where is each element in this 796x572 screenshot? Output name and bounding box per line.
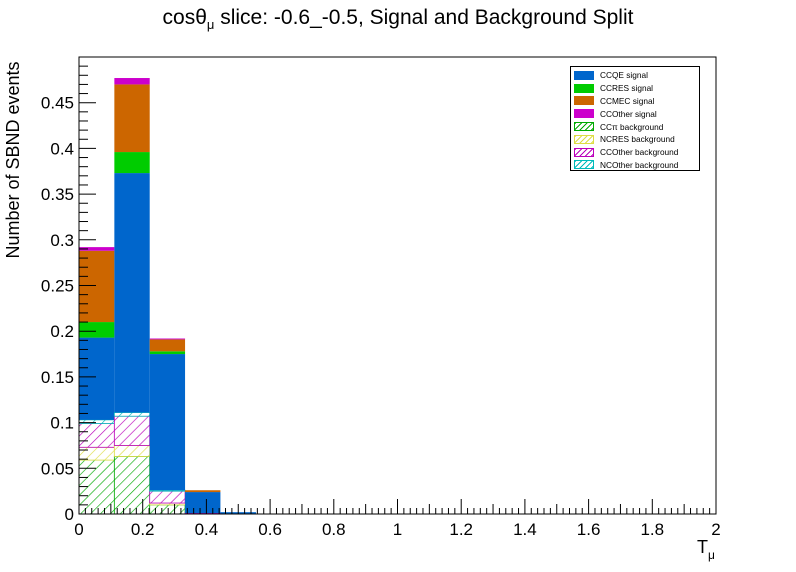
legend-label: NCRES background [600,134,675,145]
y-tick-label: 0.3 [50,231,74,250]
bar-ccother-signal-bin-2 [149,338,186,340]
chart-title: cosθμ slice: -0.6_-0.5, Signal and Backg… [162,6,634,33]
legend-swatch [574,122,594,132]
x-tick-label: 0 [74,520,83,539]
legend-label: CCMEC signal [600,95,655,106]
legend-label: NCOther background [600,159,679,170]
x-tick-label: 0.2 [131,520,155,539]
y-tick-label: 0.45 [41,94,74,113]
legend-swatch [574,160,594,170]
legend-label: CCOther signal [600,108,657,119]
x-tick-label: 0.6 [258,520,282,539]
y-tick-label: 0.25 [41,277,74,296]
bar-cc-background-bin-1 [113,456,151,515]
legend-label: CCOther background [600,147,679,158]
x-axis-label: Tμ [697,537,715,562]
x-tick-label: 2 [711,520,720,539]
x-tick-label: 1.8 [640,520,664,539]
legend-item-ccqe-signal: CCQE signal [574,69,696,82]
legend-item-ccother-background: CCOther background [574,146,696,159]
y-tick-label: 0.05 [41,459,74,478]
legend-item-ccres-signal: CCRES signal [574,82,696,95]
legend-swatch [574,109,594,119]
bar-ccother-signal-bin-0 [79,247,115,251]
y-tick-label: 0 [65,505,74,524]
y-axis-label: Number of SBND events [3,61,23,258]
bar-ccres-signal-bin-1 [114,152,150,174]
bar-ncother-background-bin-2 [149,489,186,492]
x-tick-label: 0.4 [195,520,219,539]
bar-ccres-signal-bin-2 [149,351,186,355]
legend-swatch [574,70,594,80]
bar-ccother-background-bin-2 [149,490,186,504]
y-tick-label: 0.4 [50,139,74,158]
y-tick-label: 0.1 [50,414,74,433]
bar-ncother-background-bin-1 [113,412,151,417]
legend-item-ncres-background: NCRES background [574,133,696,146]
legend-swatch [574,147,594,157]
legend-item-ccmec-signal: CCMEC signal [574,95,696,108]
bar-ccmec-signal-bin-0 [79,250,115,323]
bar-ccqe-signal-bin-2 [149,354,186,491]
bar-ccres-signal-bin-0 [79,322,115,338]
legend-label: CCRES signal [600,83,654,94]
bar-ccother-background-bin-1 [113,415,151,446]
bar-ccother-background-bin-0 [78,423,115,448]
axes-layer: 0 0.2 0.4 0.6 0.8 1 1.2 1.4 1.6 1.8 2 0 0.05 0.1 0.15 0… [41,56,721,539]
x-tick-label: 1.2 [449,520,473,539]
bar-ccqe-signal-bin-3 [185,492,221,514]
x-tick-label: 1.6 [577,520,601,539]
x-tick-label: 0.8 [322,520,346,539]
legend-item-ccother-signal: CCOther signal [574,107,696,120]
bar-ccqe-signal-bin-1 [114,173,150,413]
y-tick-label: 0.15 [41,368,74,387]
legend-swatch [574,83,594,93]
y-tick-label: 0.2 [50,322,74,341]
bar-ccmec-signal-bin-2 [149,339,186,352]
legend: CCQE signal CCRES signal CCMEC signal CCOth… [570,66,700,171]
bar-ncres-background-bin-0 [78,446,115,461]
y-tick-label: 0.35 [41,185,74,204]
legend-swatch [574,96,594,106]
x-tick-label: 1.4 [513,520,537,539]
legend-label: CCQE signal [600,70,648,81]
legend-item-ncother-background: NCOther background [574,159,696,172]
bars-layer [78,78,257,515]
bar-ncres-background-bin-1 [113,445,151,457]
legend-swatch [574,134,594,144]
bar-ccmec-signal-bin-3 [185,490,221,493]
legend-label: CCπ background [600,121,664,132]
x-tick-label: 1 [393,520,402,539]
bar-ccother-signal-bin-1 [114,78,150,85]
bar-ccmec-signal-bin-1 [114,84,150,153]
legend-item-cc-background: CCπ background [574,120,696,133]
bar-ccqe-signal-bin-0 [79,337,115,420]
